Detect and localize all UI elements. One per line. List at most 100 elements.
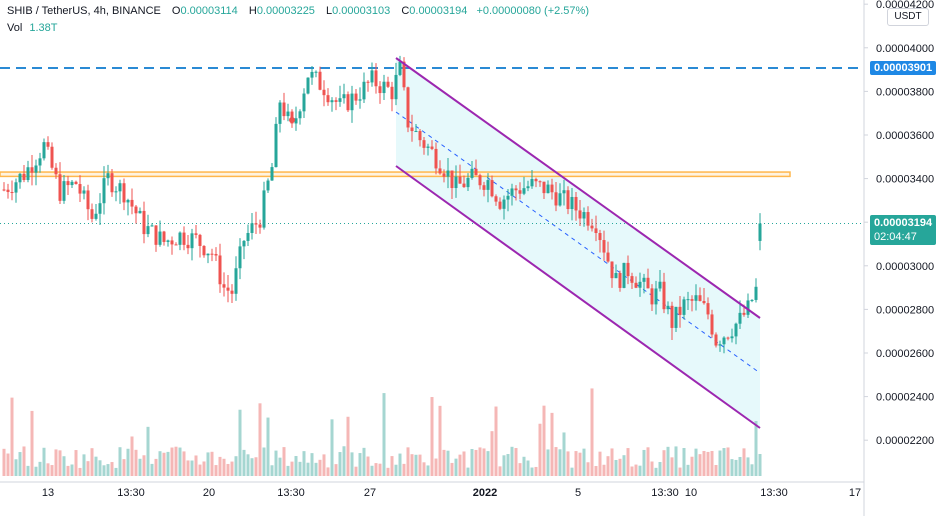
- close-value: 0.00003194: [409, 5, 468, 17]
- volume-bar: [2, 448, 6, 476]
- volume-bar: [534, 466, 538, 476]
- volume-bar: [402, 463, 406, 476]
- volume-bar: [582, 448, 586, 476]
- candle-body: [494, 196, 498, 202]
- open-label: O: [171, 5, 181, 17]
- close-label: C: [401, 5, 410, 17]
- candle-body: [126, 199, 130, 203]
- candle-body: [730, 336, 734, 339]
- volume-bar: [18, 452, 22, 476]
- candle-body: [458, 176, 462, 184]
- candle-body: [594, 228, 598, 234]
- price-tick-label: 0.00003800: [876, 86, 934, 98]
- volume-bar: [530, 467, 534, 476]
- candle-body: [54, 167, 58, 175]
- volume-bar: [278, 457, 282, 476]
- candle-body: [430, 146, 434, 149]
- volume-bar: [482, 448, 486, 476]
- time-tick-label: 10: [685, 487, 697, 499]
- volume-bar: [142, 455, 146, 476]
- vol-label: Vol: [7, 22, 23, 34]
- volume-bar: [622, 455, 626, 476]
- candle-body: [606, 252, 610, 262]
- volume-bar: [650, 461, 654, 476]
- volume-bar: [70, 464, 74, 476]
- candle-body: [602, 240, 606, 253]
- candle-body: [150, 225, 154, 227]
- volume-bar: [566, 451, 570, 476]
- volume-bar: [450, 462, 454, 476]
- volume-bar: [202, 461, 206, 476]
- volume-bar: [146, 426, 150, 476]
- candle-body: [106, 173, 110, 179]
- candle-body: [322, 89, 326, 96]
- volume-bar: [10, 397, 14, 476]
- candle-body: [214, 254, 218, 256]
- last-price-value: 0.00003194: [874, 217, 933, 229]
- volume-bar: [106, 464, 110, 476]
- symbol-title: SHIB / TetherUS, 4h, BINANCE: [7, 5, 161, 17]
- candle-body: [686, 299, 690, 301]
- candle-body: [230, 290, 234, 294]
- volume-bar: [254, 457, 258, 476]
- volume-bar: [478, 447, 482, 476]
- marker-line-price-tag: 0.00003901: [870, 61, 937, 75]
- candle-body: [262, 190, 266, 228]
- volume-bar: [110, 462, 114, 476]
- currency-unit-button[interactable]: USDT: [887, 8, 929, 26]
- vol-value: 1.38T: [29, 22, 58, 34]
- volume-bar: [354, 466, 358, 476]
- volume-bar: [538, 423, 542, 476]
- volume-bar: [366, 456, 370, 476]
- candle-body: [210, 253, 214, 255]
- open-value: 0.00003114: [180, 5, 238, 17]
- candle-body: [418, 131, 422, 141]
- candle-body: [598, 233, 602, 241]
- candle-body: [434, 148, 438, 169]
- volume-bar: [330, 419, 334, 476]
- candle-body: [26, 167, 30, 181]
- volume-bar: [710, 450, 714, 476]
- volume-bar: [134, 449, 138, 476]
- time-tick-label: 27: [364, 487, 376, 499]
- volume-bar: [550, 412, 554, 476]
- candle-body: [10, 192, 14, 194]
- candle-body: [178, 232, 182, 245]
- volume-bar: [678, 467, 682, 476]
- volume-bar: [246, 454, 250, 476]
- volume-bar: [714, 465, 718, 476]
- volume-bar: [510, 446, 514, 476]
- candle-body: [706, 303, 710, 315]
- price-tick-label: 0.00004000: [876, 43, 934, 55]
- candle-body: [118, 183, 122, 192]
- candle-body: [22, 173, 26, 181]
- candle-body: [574, 196, 578, 211]
- candle-body: [98, 203, 102, 214]
- volume-bar: [738, 456, 742, 476]
- candle-body: [86, 190, 90, 210]
- volume-bar: [654, 467, 658, 476]
- volume-bar: [702, 450, 706, 476]
- volume-bar: [170, 447, 174, 476]
- volume-bar: [590, 388, 594, 476]
- volume-bar: [458, 454, 462, 476]
- candle-body: [506, 195, 510, 200]
- countdown-timer: 02:04:47: [874, 231, 917, 243]
- price-tick-label: 0.00004200: [876, 0, 934, 11]
- volume-bar: [706, 451, 710, 476]
- candle-body: [650, 288, 654, 305]
- candle-body: [234, 268, 238, 294]
- candle-body: [498, 201, 502, 209]
- candle-body: [346, 94, 350, 111]
- candle-body: [110, 173, 114, 193]
- volume-bar: [130, 436, 134, 476]
- volume-bar: [154, 458, 158, 476]
- candle-body: [266, 180, 270, 191]
- candle-body: [326, 95, 330, 103]
- candle-body: [38, 158, 42, 166]
- high-label: H: [248, 5, 257, 17]
- candle-body: [74, 181, 78, 185]
- candle-body: [174, 244, 178, 246]
- volume-bar: [430, 397, 434, 476]
